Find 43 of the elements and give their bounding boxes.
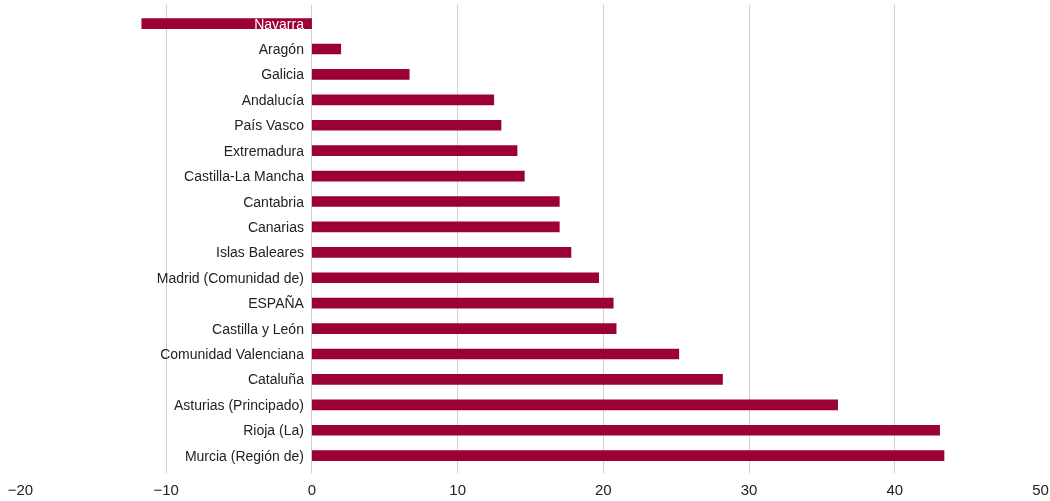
x-tick-label: 50 [1032,480,1049,498]
x-tick-label: 20 [595,480,612,498]
y-tick-label: País Vasco [234,117,305,134]
bar [311,399,838,411]
y-tick-label: Navarra [254,15,305,32]
y-tick-label: Murcia (Región de) [184,447,304,464]
y-tick-label: Extremadura [223,142,305,159]
bar [311,170,525,182]
y-tick-label: Cataluña [247,371,305,388]
bar [311,424,940,436]
bar [311,323,617,334]
bar [311,247,572,258]
bar [311,221,560,233]
y-tick-label: Cantabria [243,193,305,210]
bar [311,69,410,80]
bar [311,119,502,131]
bar [311,196,560,207]
y-tick-label: ESPAÑA [248,295,305,312]
bar [311,348,680,360]
y-tick-label: Galicia [261,66,305,83]
bar [311,94,495,106]
y-tick-label: Aragón [258,40,304,57]
y-tick-label: Madrid (Comunidad de) [156,269,304,286]
bar [311,297,614,309]
y-tick-label: Comunidad Valenciana [160,346,305,363]
x-tick-label: −10 [153,480,179,498]
bar [311,43,342,55]
y-tick-label: Islas Baleares [216,244,304,261]
x-tick-label: 40 [886,480,904,498]
y-tick-label: Canarias [247,218,304,235]
x-tick-label: 10 [449,480,466,498]
x-tick-label: −20 [7,480,34,498]
x-tick-label: 30 [740,480,758,498]
bar [311,450,945,462]
x-tick-label: 0 [307,480,317,498]
y-tick-label: Castilla-La Mancha [184,168,305,185]
y-tick-label: Rioja (La) [243,422,304,439]
y-tick-label: Castilla y León [212,320,304,337]
bar [311,272,599,284]
bar [311,374,723,385]
y-tick-label: Asturias (Principado) [173,396,304,413]
bar [311,145,518,156]
y-tick-label: Andalucía [241,91,305,108]
